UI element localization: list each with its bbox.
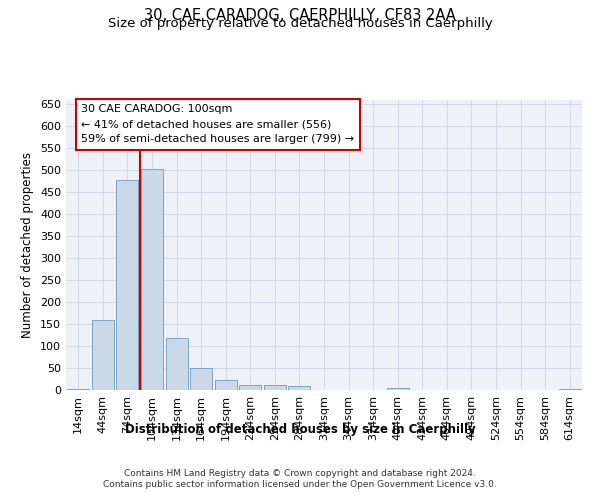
Bar [166, 338, 188, 390]
Text: 30, CAE CARADOG, CAERPHILLY, CF83 2AA: 30, CAE CARADOG, CAERPHILLY, CF83 2AA [144, 8, 456, 22]
Bar [559, 388, 581, 390]
Text: 30 CAE CARADOG: 100sqm
← 41% of detached houses are smaller (556)
59% of semi-de: 30 CAE CARADOG: 100sqm ← 41% of detached… [82, 104, 355, 144]
Text: Distribution of detached houses by size in Caerphilly: Distribution of detached houses by size … [125, 422, 475, 436]
Bar [141, 169, 163, 390]
Text: Contains public sector information licensed under the Open Government Licence v3: Contains public sector information licen… [103, 480, 497, 489]
Bar [116, 180, 139, 390]
Bar [190, 368, 212, 390]
Text: Size of property relative to detached houses in Caerphilly: Size of property relative to detached ho… [107, 18, 493, 30]
Bar [264, 385, 286, 390]
Bar [289, 386, 310, 390]
Y-axis label: Number of detached properties: Number of detached properties [22, 152, 34, 338]
Bar [67, 389, 89, 390]
Text: Contains HM Land Registry data © Crown copyright and database right 2024.: Contains HM Land Registry data © Crown c… [124, 468, 476, 477]
Bar [92, 320, 114, 390]
Bar [215, 380, 237, 390]
Bar [386, 388, 409, 390]
Bar [239, 384, 262, 390]
